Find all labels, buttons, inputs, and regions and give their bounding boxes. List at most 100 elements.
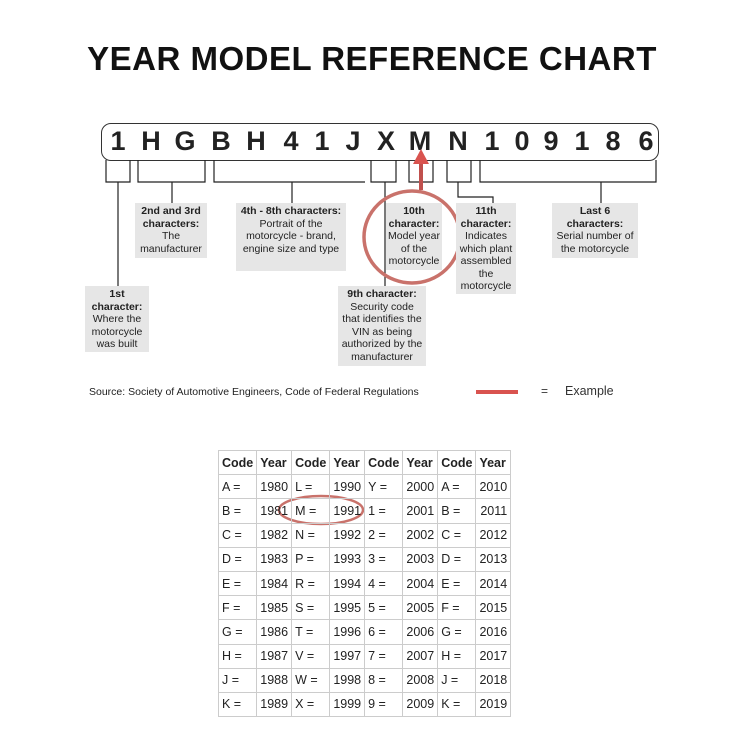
- year-cell: 1993: [329, 546, 366, 572]
- year-cell: 2017: [475, 643, 512, 669]
- code-cell: M =: [291, 498, 331, 524]
- code-cell: B =: [437, 498, 477, 524]
- year-cell: 1997: [329, 643, 366, 669]
- label-2nd-3rd-characters: 2nd and 3rd characters: The manufacturer: [135, 203, 207, 258]
- code-cell: J =: [217, 667, 258, 693]
- label-body: Portrait of the motorcycle - brand, engi…: [242, 217, 340, 255]
- code-cell: X =: [291, 691, 331, 718]
- year-cell: 2001: [402, 498, 439, 524]
- vin-character: J: [345, 126, 361, 156]
- code-cell: V =: [291, 643, 331, 669]
- code-cell: K =: [437, 691, 477, 718]
- code-cell: C =: [437, 522, 477, 548]
- code-cell: F =: [437, 595, 477, 621]
- table-row: A = 1980 L = 1990 Y = 2000 A = 2010: [217, 474, 512, 500]
- year-cell: 1999: [329, 691, 366, 718]
- code-cell: 8 =: [364, 667, 404, 693]
- code-cell: L =: [291, 474, 331, 500]
- vin-box: [101, 123, 659, 161]
- label-head: 10th character:: [388, 205, 440, 230]
- label-1st-character: 1st character: Where the motorcycle was b…: [85, 286, 149, 352]
- code-cell: G =: [217, 619, 258, 645]
- year-cell: 1988: [256, 667, 293, 693]
- year-cell: 2006: [402, 619, 439, 645]
- year-cell: 2019: [475, 691, 512, 718]
- table-row: G = 1986 T = 1996 6 = 2006 G = 2016: [217, 619, 512, 645]
- vin-character: H: [141, 126, 161, 156]
- table-row: E = 1984 R = 1994 4 = 2004 E = 2014: [217, 570, 512, 597]
- vin-character: M: [408, 126, 432, 156]
- code-cell: H =: [217, 643, 258, 669]
- code-cell: E =: [437, 570, 477, 597]
- year-code-table: Code Year Code Year Code Year Code Year A = 1980…: [217, 449, 512, 718]
- vin-character: B: [211, 126, 231, 156]
- vin-character: G: [174, 126, 196, 156]
- bracket-2nd-3rd: [137, 160, 206, 183]
- year-cell: 2013: [475, 546, 512, 572]
- legend-example-label: Example: [565, 384, 614, 398]
- year-cell: 1998: [329, 667, 366, 693]
- label-head: 2nd and 3rd characters:: [141, 205, 201, 230]
- vin-character: 0: [514, 126, 530, 156]
- code-cell: K =: [217, 691, 258, 718]
- bracket-4th-8th: [213, 160, 365, 183]
- bracket-9th: [370, 160, 397, 183]
- column-header: Year: [256, 449, 293, 476]
- table-row: C = 1982 N = 1992 2 = 2002 C = 2012: [217, 522, 512, 548]
- year-cell: 1991: [329, 498, 366, 524]
- code-cell: 3 =: [364, 546, 404, 572]
- code-cell: S =: [291, 595, 331, 621]
- source-note: Source: Society of Automotive Engineers,…: [89, 386, 419, 398]
- year-cell: 1981: [256, 498, 293, 524]
- label-head: 11th character:: [460, 205, 512, 230]
- year-cell: 1990: [329, 474, 366, 500]
- legend-equals: =: [541, 384, 549, 398]
- year-cell: 2011: [475, 498, 512, 524]
- year-cell: 1987: [256, 643, 293, 669]
- code-cell: 6 =: [364, 619, 404, 645]
- label-body: The manufacturer: [140, 230, 202, 255]
- code-cell: N =: [291, 522, 331, 548]
- label-body: Model year of the motorcycle: [388, 230, 440, 267]
- code-cell: A =: [437, 474, 477, 500]
- label-10th-character: 10th character: Model year of the motorcy…: [386, 203, 442, 270]
- code-cell: D =: [437, 546, 477, 572]
- code-cell: E =: [217, 570, 258, 597]
- year-cell: 1995: [329, 595, 366, 621]
- code-cell: W =: [291, 667, 331, 693]
- vin-character: N: [448, 126, 468, 156]
- code-cell: G =: [437, 619, 477, 645]
- code-cell: 9 =: [364, 691, 404, 718]
- table-row: J = 1988 W = 1998 8 = 2008 J = 2018: [217, 667, 512, 693]
- code-cell: 1 =: [364, 498, 404, 524]
- label-9th-character: 9th character: Security code that identif…: [338, 286, 426, 366]
- table-header-row: Code Year Code Year Code Year Code Year: [217, 449, 512, 476]
- code-cell: R =: [291, 570, 331, 597]
- code-cell: 7 =: [364, 643, 404, 669]
- label-body: Indicates which plant assembled the moto…: [459, 230, 513, 292]
- year-cell: 2015: [475, 595, 512, 621]
- year-cell: 1984: [256, 570, 293, 597]
- vin-character: 1: [484, 126, 500, 156]
- code-cell: P =: [291, 546, 331, 572]
- label-body: Serial number of the motorcycle: [556, 230, 634, 255]
- label-4th-8th-characters: 4th - 8th characters: Portrait of the mot…: [236, 203, 346, 271]
- label-11th-character: 11th character: Indicates which plant ass…: [456, 203, 516, 294]
- year-cell: 1985: [256, 595, 293, 621]
- code-cell: 4 =: [364, 570, 404, 597]
- code-cell: 2 =: [364, 522, 404, 548]
- vin-character: 8: [605, 126, 621, 156]
- year-cell: 1983: [256, 546, 293, 572]
- table-row: H = 1987 V = 1997 7 = 2007 H = 2017: [217, 643, 512, 669]
- column-header: Code: [364, 449, 404, 476]
- label-body: Where the motorcycle was built: [91, 313, 143, 350]
- year-cell: 2005: [402, 595, 439, 621]
- column-header: Year: [329, 449, 366, 476]
- year-cell: 1980: [256, 474, 293, 500]
- year-cell: 2014: [475, 570, 512, 597]
- year-cell: 2012: [475, 522, 512, 548]
- year-cell: 2018: [475, 667, 512, 693]
- year-cell: 2010: [475, 474, 512, 500]
- label-body: Security code that identifies the VIN as…: [341, 300, 423, 363]
- table-row: D = 1983 P = 1993 3 = 2003 D = 2013: [217, 546, 512, 572]
